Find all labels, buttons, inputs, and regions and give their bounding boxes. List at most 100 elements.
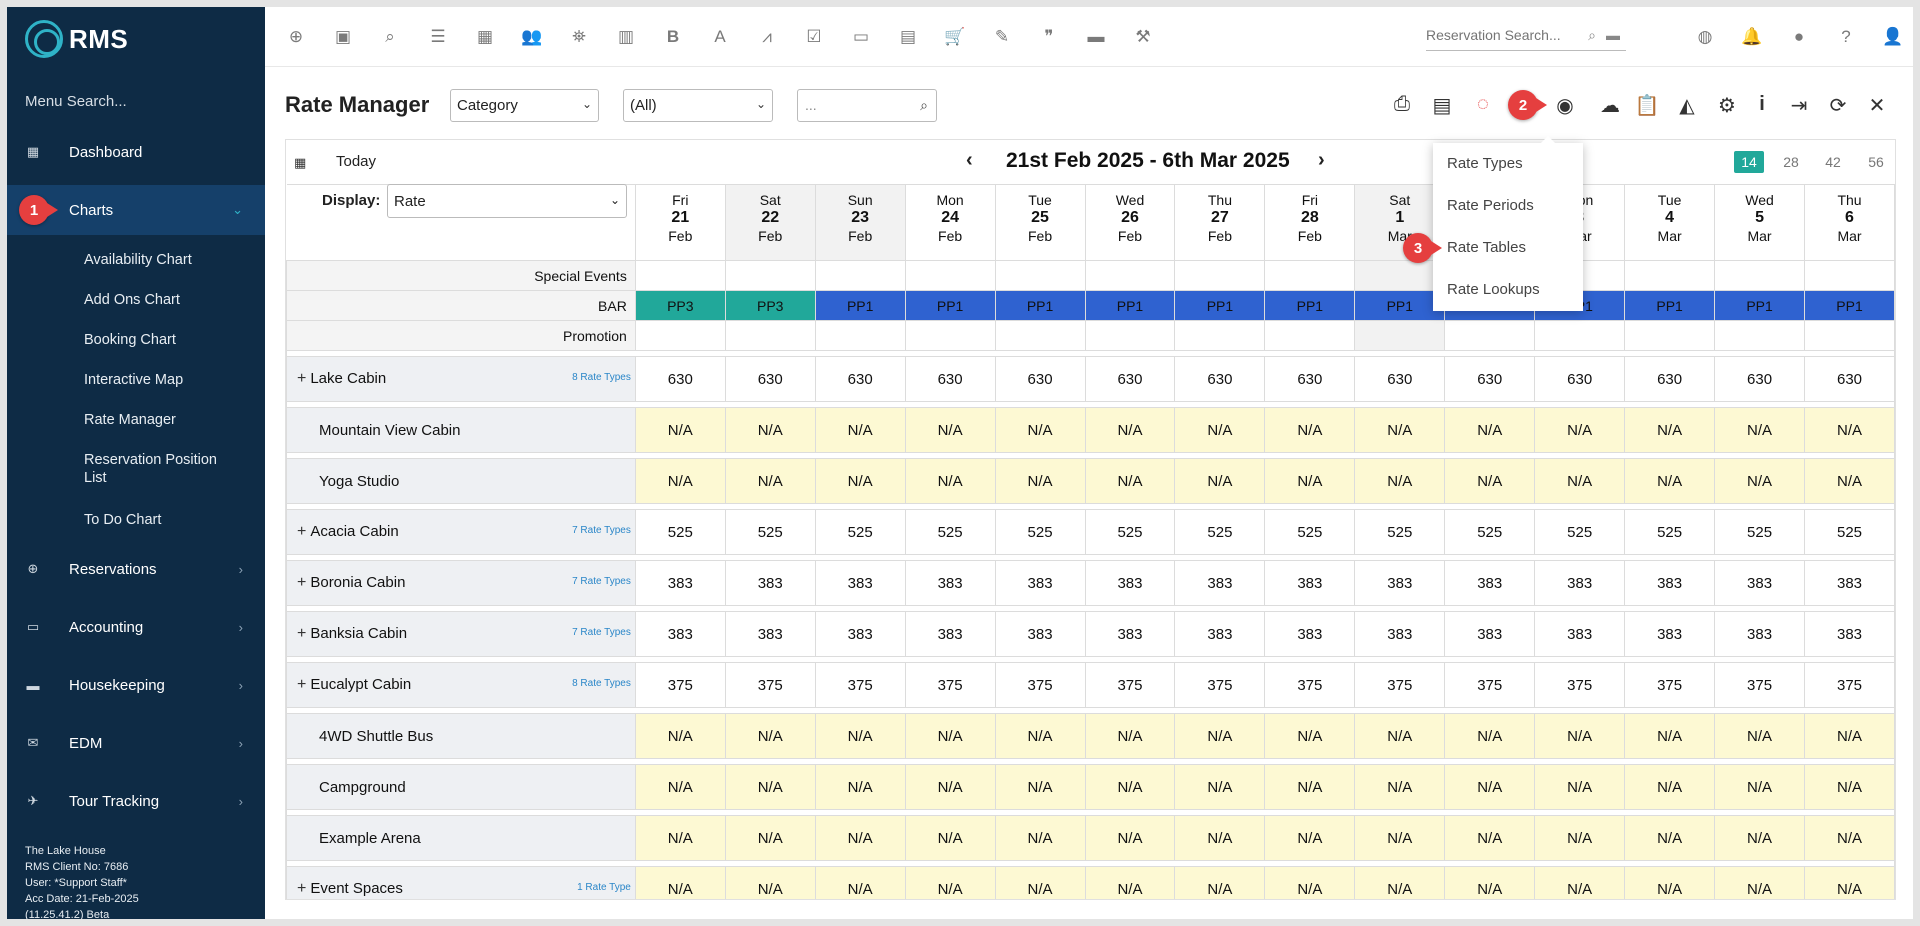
bed-icon[interactable]: ▬ (1606, 27, 1620, 43)
rate-cell[interactable]: N/A (1804, 407, 1895, 453)
rate-types-link[interactable]: 8 Rate Types (572, 678, 631, 689)
rate-cell[interactable]: N/A (724, 815, 816, 861)
expand-plus-icon[interactable]: + (297, 574, 307, 591)
rate-cell[interactable]: 383 (1084, 611, 1176, 657)
rate-types-link[interactable]: 7 Rate Types (572, 627, 631, 638)
bell-icon[interactable]: 🔔 (1741, 27, 1763, 46)
rate-cell[interactable]: 525 (1624, 509, 1716, 555)
rate-cell[interactable]: 630 (814, 356, 906, 402)
bed-icon[interactable]: ▬ (1087, 27, 1105, 46)
span-option-42[interactable]: 42 (1825, 154, 1841, 170)
bold-b-icon[interactable]: B (666, 27, 680, 46)
sidebar-subitem-availability-chart[interactable]: Availability Chart (84, 252, 192, 268)
rate-cell[interactable]: N/A (1714, 713, 1806, 759)
rate-cell[interactable]: N/A (1534, 407, 1626, 453)
rate-cell[interactable]: N/A (994, 764, 1086, 810)
rate-cell[interactable]: 383 (994, 611, 1086, 657)
sidebar-subitem-rate-manager[interactable]: Rate Manager (84, 412, 176, 428)
rate-cell[interactable]: N/A (1264, 815, 1356, 861)
sidebar-subitem-to-do-chart[interactable]: To Do Chart (84, 512, 162, 528)
meta-cell[interactable] (904, 260, 996, 291)
rate-cell[interactable]: 375 (724, 662, 816, 708)
menu-item-rate-periods[interactable]: Rate Periods (1447, 197, 1534, 214)
rate-cell[interactable]: N/A (1084, 713, 1176, 759)
meta-cell[interactable] (1534, 320, 1626, 351)
rate-cell[interactable]: N/A (634, 713, 726, 759)
search-icon[interactable]: ⌕ (385, 27, 395, 46)
table-icon[interactable]: ▦ (476, 27, 494, 46)
rate-cell[interactable]: 375 (1714, 662, 1806, 708)
rate-cell[interactable]: N/A (1084, 407, 1176, 453)
sidebar-subitem-add-ons-chart[interactable]: Add Ons Chart (84, 292, 180, 308)
rate-cell[interactable]: N/A (1444, 458, 1536, 504)
expand-plus-icon[interactable]: + (297, 625, 307, 642)
rate-cell[interactable]: N/A (1714, 458, 1806, 504)
meta-cell[interactable] (1714, 260, 1806, 291)
rate-cell[interactable]: N/A (724, 407, 816, 453)
rate-cell[interactable]: 525 (1804, 509, 1895, 555)
rate-cell[interactable]: N/A (1534, 866, 1626, 899)
rate-cell[interactable]: 375 (1534, 662, 1626, 708)
rate-cell[interactable]: 630 (994, 356, 1086, 402)
rate-cell[interactable]: 383 (1444, 611, 1536, 657)
rate-cell[interactable]: N/A (1804, 458, 1895, 504)
rate-cell[interactable]: 383 (1264, 611, 1356, 657)
rate-cell[interactable]: N/A (1264, 407, 1356, 453)
rate-cell[interactable]: N/A (994, 815, 1086, 861)
rate-cell[interactable]: N/A (994, 458, 1086, 504)
settings-icon[interactable]: ⚙ (1718, 95, 1736, 117)
rate-cell[interactable]: 525 (994, 509, 1086, 555)
calendar-icon[interactable]: ▦ (294, 155, 307, 170)
rate-cell[interactable]: 630 (904, 356, 996, 402)
row-label[interactable]: + Banksia Cabin 7 Rate Types (286, 611, 636, 657)
rate-cell[interactable]: N/A (814, 815, 906, 861)
rate-cell[interactable]: N/A (1624, 713, 1716, 759)
rate-cell[interactable]: N/A (1174, 866, 1266, 899)
next-period-button[interactable]: › (1318, 149, 1325, 171)
rate-cell[interactable]: 375 (1354, 662, 1446, 708)
meta-cell[interactable] (724, 260, 816, 291)
rate-cell[interactable]: N/A (634, 458, 726, 504)
search-icon[interactable]: ⌕ (920, 97, 928, 113)
rate-cell[interactable]: 375 (814, 662, 906, 708)
rate-cell[interactable]: 375 (1084, 662, 1176, 708)
rate-cell[interactable]: N/A (634, 815, 726, 861)
rate-cell[interactable]: 525 (724, 509, 816, 555)
rate-cell[interactable]: N/A (1354, 815, 1446, 861)
sidebar-subitem-interactive-map[interactable]: Interactive Map (84, 372, 184, 388)
day-header[interactable]: Fri 21 Feb (634, 184, 726, 261)
rate-types-link[interactable]: 8 Rate Types (572, 372, 631, 383)
rate-cell[interactable]: N/A (1084, 458, 1176, 504)
rate-cell[interactable]: 525 (1264, 509, 1356, 555)
search-icon[interactable]: ⌕ (1588, 27, 1596, 43)
reservation-search-input[interactable] (1426, 27, 1576, 43)
rate-cell[interactable]: N/A (1174, 713, 1266, 759)
rate-cell[interactable]: N/A (1534, 713, 1626, 759)
rate-cell[interactable]: 383 (634, 560, 726, 606)
span-option-28[interactable]: 28 (1783, 154, 1799, 170)
rate-cell[interactable]: N/A (814, 764, 906, 810)
chat-icon[interactable]: ● (1793, 27, 1805, 46)
rate-cell[interactable]: N/A (1534, 458, 1626, 504)
row-label[interactable]: + Eucalypt Cabin 8 Rate Types (286, 662, 636, 708)
meta-cell[interactable] (1354, 320, 1446, 351)
rate-cell[interactable]: N/A (1624, 407, 1716, 453)
globe-icon[interactable]: ◍ (1697, 27, 1713, 46)
bar-cell[interactable]: PP1 (1264, 290, 1356, 321)
rate-cell[interactable]: N/A (904, 866, 996, 899)
rate-cell[interactable]: 525 (1534, 509, 1626, 555)
rate-cell[interactable]: N/A (994, 866, 1086, 899)
display-select[interactable]: Rate ⌄ (387, 184, 627, 218)
rate-cell[interactable]: 383 (1174, 560, 1266, 606)
rate-cell[interactable]: N/A (1714, 407, 1806, 453)
rate-cell[interactable]: N/A (1174, 458, 1266, 504)
bar-cell[interactable]: PP3 (634, 290, 726, 321)
rate-cell[interactable]: N/A (634, 866, 726, 899)
expand-plus-icon[interactable]: + (297, 370, 307, 387)
sidebar-item-edm[interactable]: ✉ EDM › (7, 718, 265, 768)
rate-cell[interactable]: 383 (1444, 560, 1536, 606)
rate-cell[interactable]: 525 (904, 509, 996, 555)
rate-cell[interactable]: 383 (904, 611, 996, 657)
rate-cell[interactable]: N/A (814, 866, 906, 899)
menu-item-rate-tables[interactable]: Rate Tables (1447, 239, 1526, 256)
